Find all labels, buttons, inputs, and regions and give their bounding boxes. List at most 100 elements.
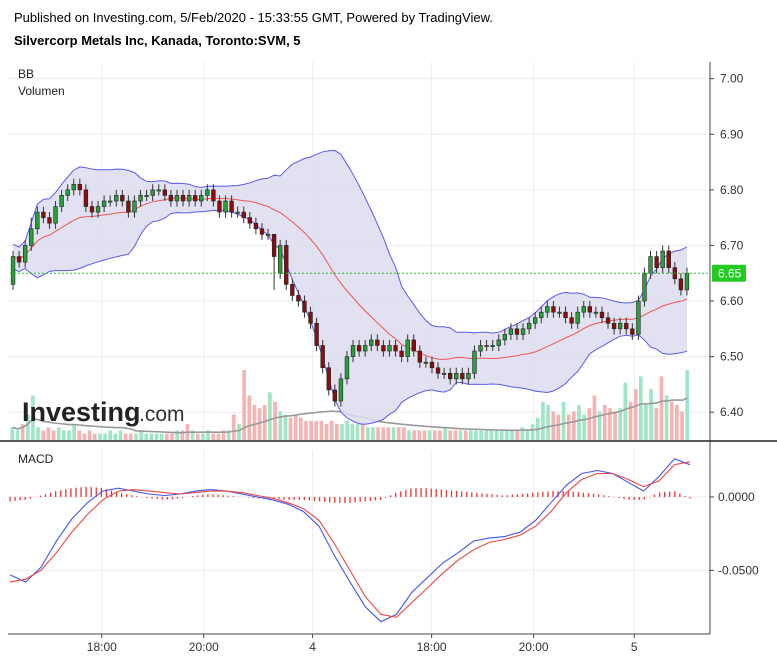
price-tick-label: 6.90	[720, 127, 744, 141]
candle-down	[47, 217, 52, 224]
volume-bar	[304, 420, 308, 440]
volume-bar	[396, 427, 401, 440]
volume-bar	[494, 430, 499, 440]
volume-bar	[77, 430, 82, 440]
volume-bar	[659, 376, 664, 440]
price-tick-label: 6.40	[720, 405, 744, 419]
candle-up	[581, 306, 586, 313]
volume-bar	[530, 424, 535, 440]
volume-bar	[123, 433, 128, 440]
volume-bar	[463, 430, 468, 440]
candle-up	[502, 334, 508, 341]
published-note: Published on Investing.com, 5/Feb/2020 -…	[14, 10, 493, 25]
price-tick-label: 6.80	[720, 183, 744, 197]
volume-bar	[355, 424, 360, 440]
time-axis-ticks: 18:00 20:00 4 18:00 20:00 5	[87, 634, 638, 654]
candle-up	[205, 189, 210, 196]
candle-down	[381, 345, 386, 352]
volume-bar	[195, 433, 200, 440]
volume-bar	[67, 430, 71, 440]
volume-bar	[427, 430, 432, 440]
volume-bar	[649, 389, 653, 440]
volume-bar	[262, 405, 267, 440]
volume-bar	[608, 408, 612, 440]
volume-bar	[669, 401, 674, 440]
volume-bar	[237, 424, 241, 440]
candle-down	[259, 228, 265, 235]
volume-bar	[252, 405, 257, 440]
candle-up	[532, 317, 538, 324]
volume-bar	[448, 430, 453, 440]
volume-bar	[113, 433, 118, 440]
volume-bar	[391, 427, 396, 440]
volume-bar	[211, 433, 216, 440]
bollinger-upper-band	[12, 149, 688, 334]
candle-up	[617, 322, 623, 330]
candle-down	[460, 372, 465, 380]
candle-down	[514, 328, 520, 335]
volume-bar	[520, 427, 525, 440]
candle-down	[180, 195, 186, 202]
candle-down	[16, 256, 22, 263]
volume-bar	[592, 395, 597, 440]
volume-bar	[216, 433, 221, 440]
volume-bar	[479, 430, 483, 440]
candle-up	[59, 195, 64, 207]
candle-up	[65, 189, 70, 196]
volume-bar	[82, 433, 87, 440]
candle-down	[599, 311, 605, 319]
candle-down	[83, 189, 89, 207]
candle-up	[520, 328, 526, 335]
candle-down	[126, 200, 131, 213]
volume-bar	[468, 430, 473, 440]
candle-down	[77, 183, 83, 191]
candle-down	[290, 284, 295, 296]
candle-up	[362, 345, 368, 352]
volume-bar	[10, 427, 15, 440]
candle-down	[375, 339, 380, 346]
candle-down	[253, 222, 259, 230]
volume-bar	[324, 424, 329, 440]
candle-down	[611, 322, 617, 330]
time-tick-label: 5	[631, 640, 638, 654]
volume-bar	[36, 427, 40, 440]
candle-up	[484, 345, 489, 348]
volume-bar	[221, 430, 226, 440]
candle-down	[417, 350, 423, 363]
price-tick-label: 6.60	[720, 294, 744, 308]
candle-down	[41, 211, 46, 218]
candle-down	[393, 345, 398, 352]
volume-bar	[499, 430, 504, 440]
candle-up	[472, 350, 477, 374]
volume-bar	[345, 420, 349, 440]
volume-bar	[432, 430, 437, 440]
candle-up	[508, 328, 514, 335]
bollinger-lower-band	[12, 209, 688, 425]
candle-up	[441, 372, 447, 375]
candle-up	[132, 200, 137, 213]
price-tick-label: 6.50	[720, 350, 744, 364]
volume-bar	[453, 430, 458, 440]
volume-bar	[577, 405, 581, 440]
volume-bar	[443, 427, 447, 440]
candle-down	[411, 339, 416, 352]
volume-bar	[340, 424, 344, 440]
volume-bar	[566, 414, 571, 440]
candle-up	[423, 361, 429, 364]
volume-bar	[319, 420, 324, 440]
candle-down	[308, 311, 313, 324]
volume-bar	[226, 430, 231, 440]
volume-bar	[108, 430, 113, 440]
price-badge-bg	[712, 264, 746, 282]
candle-up	[199, 195, 204, 202]
volume-bar	[56, 427, 61, 440]
time-tick-label: 20:00	[519, 640, 549, 654]
candle-down	[654, 256, 659, 268]
candle-up	[338, 378, 344, 402]
volume-bar	[288, 417, 293, 440]
candle-down	[332, 389, 338, 402]
candle-up	[545, 306, 550, 313]
time-tick-label: 4	[309, 640, 316, 654]
volume-bar	[206, 430, 210, 440]
